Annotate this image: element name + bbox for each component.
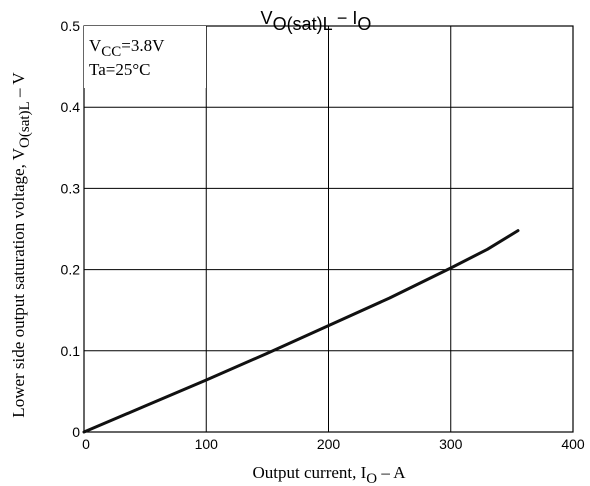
y-tick-label: 0.5: [61, 18, 81, 34]
y-tick-label: 0.3: [61, 180, 81, 196]
x-tick-label: 0: [82, 436, 90, 452]
y-tick-label: 0.4: [61, 99, 81, 115]
chart-title: VO(sat)L − IO: [261, 8, 372, 34]
y-tick-label: 0.1: [61, 343, 81, 359]
y-axis-label: Lower side output saturation voltage, VO…: [9, 72, 33, 418]
x-tick-label: 300: [439, 436, 463, 452]
y-tick-labels: 0 0.1 0.2 0.3 0.4 0.5: [61, 18, 81, 440]
annotation-vcc: VCC=3.8V: [89, 36, 165, 60]
x-tick-label: 100: [195, 436, 219, 452]
x-tick-label: 400: [561, 436, 585, 452]
x-axis-label: Output current, IO – A: [253, 463, 407, 486]
plot-frame: [83, 25, 574, 433]
y-tick-label: 0: [72, 424, 80, 440]
annotation-ta: Ta=25°C: [89, 60, 150, 79]
series-line: [82, 229, 520, 434]
x-tick-label: 200: [317, 436, 341, 452]
annotation-box: [84, 26, 206, 88]
x-tick-labels: 0 100 200 300 400: [82, 436, 585, 452]
grid: [84, 26, 573, 432]
y-tick-label: 0.2: [61, 262, 81, 278]
